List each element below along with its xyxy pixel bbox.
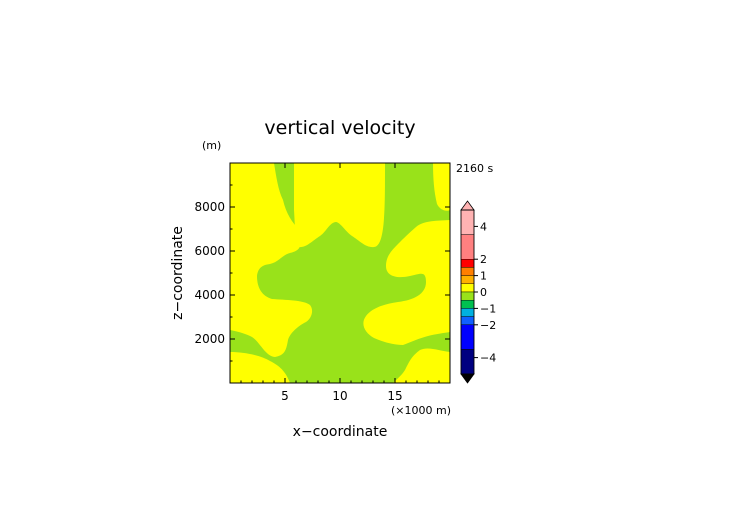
y-axis-label: z−coordinate bbox=[170, 226, 186, 320]
positive-region-central-column bbox=[294, 163, 385, 248]
positive-region-left-corner bbox=[230, 352, 290, 383]
colorbar-tick-label: −4 bbox=[480, 352, 496, 365]
positive-region-right-lobe bbox=[363, 220, 450, 345]
y-tick-label: 6000 bbox=[194, 244, 225, 258]
plot-area bbox=[229, 162, 451, 384]
positive-region-right-column bbox=[433, 163, 450, 211]
y-tick-label: 4000 bbox=[194, 288, 225, 302]
colorbar-tick-label: 2 bbox=[480, 253, 487, 266]
chart-title: vertical velocity bbox=[264, 117, 415, 139]
colorbar-over-arrow bbox=[460, 200, 475, 211]
colorbar-tick-label: 0 bbox=[480, 286, 487, 299]
colorbar-segment bbox=[460, 234, 475, 260]
colorbar-segment bbox=[460, 259, 475, 268]
y-tick-label: 8000 bbox=[194, 200, 225, 214]
colorbar-segment bbox=[460, 267, 475, 276]
colorbar-segment bbox=[460, 209, 475, 235]
positive-velocity-regions bbox=[230, 163, 450, 383]
time-label: 2160 s bbox=[456, 162, 493, 175]
colorbar-segment bbox=[460, 283, 475, 293]
x-tick-label: 5 bbox=[281, 389, 289, 403]
colorbar-segment bbox=[460, 324, 475, 350]
x-tick-label: 15 bbox=[387, 389, 402, 403]
colorbar-segment bbox=[460, 300, 475, 309]
positive-region-left-column bbox=[230, 163, 313, 357]
colorbar-segment bbox=[460, 275, 475, 285]
colorbar-tick-label: 4 bbox=[480, 220, 487, 233]
colorbar-segment bbox=[460, 349, 475, 375]
x-tick-label: 10 bbox=[332, 389, 347, 403]
y-axis: 2000 4000 6000 8000 bbox=[194, 184, 450, 362]
colorbar-tick-label: −1 bbox=[480, 302, 496, 315]
colorbar-segment bbox=[460, 316, 475, 326]
colorbar-segment bbox=[460, 291, 475, 301]
colorbar-under-arrow bbox=[460, 373, 475, 384]
colorbar-segment bbox=[460, 308, 475, 317]
colorbar-tick-label: 1 bbox=[480, 270, 487, 283]
y-unit-label: (m) bbox=[202, 139, 221, 152]
positive-region-right-corner bbox=[393, 348, 450, 383]
x-unit-label: (×1000 m) bbox=[391, 404, 451, 417]
x-axis-label: x−coordinate bbox=[293, 424, 388, 440]
x-axis: 5 10 15 bbox=[240, 163, 440, 403]
y-tick-label: 2000 bbox=[194, 332, 225, 346]
colorbar-tick-label: −2 bbox=[480, 319, 496, 332]
colorbar: 4 2 1 0 −1 −2 −4 bbox=[460, 200, 496, 384]
